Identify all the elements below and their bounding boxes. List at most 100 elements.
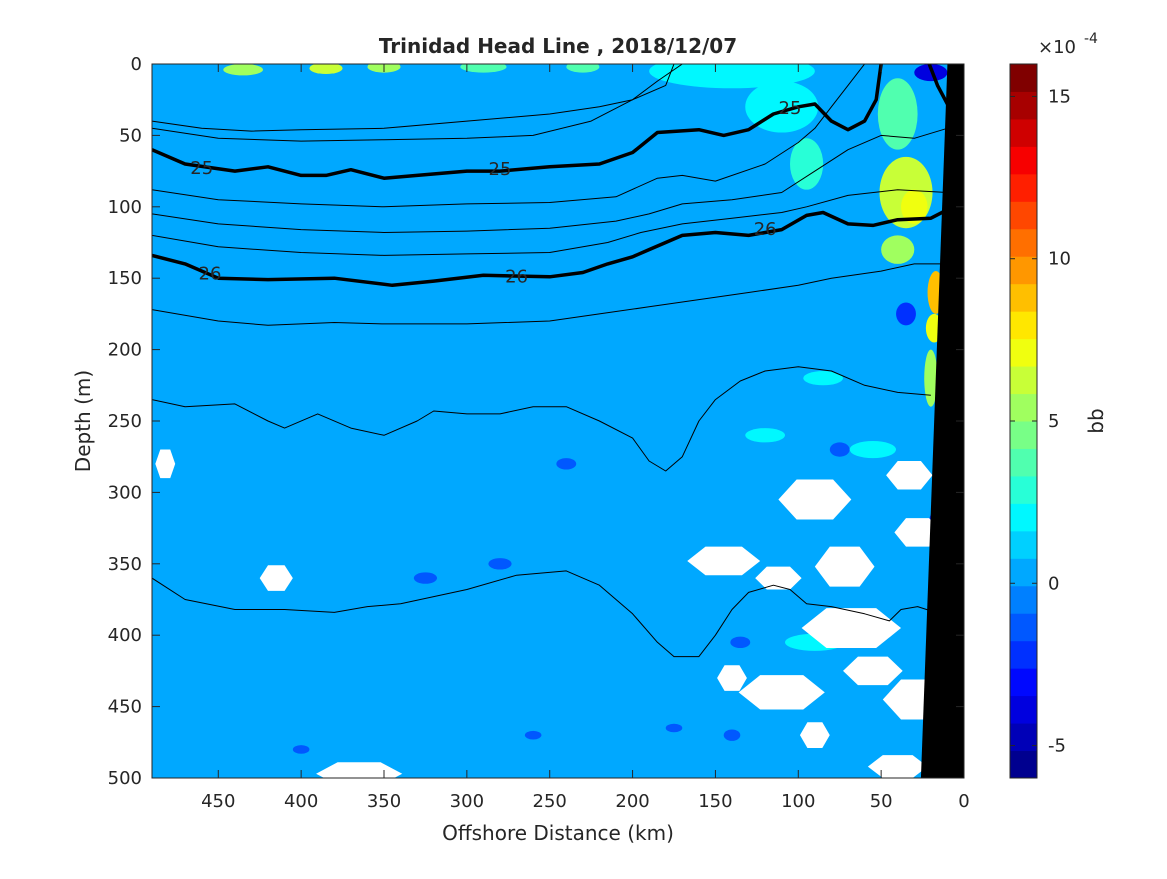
bb-value-patch: [730, 636, 751, 649]
colorbar-tick-label: 0: [1048, 573, 1059, 594]
colorbar-segment: [1010, 723, 1037, 752]
isopycnal-contour: [152, 127, 948, 233]
missing-data-patch: [867, 755, 928, 778]
x-axis: 450 400 350 300 250 200 150 100 50 0: [201, 64, 970, 812]
colorbar-segment: [1010, 201, 1037, 230]
y-axis: 0 50 100 150 200 250 300 350 400 450 500: [108, 54, 964, 789]
colorbar-segment: [1010, 283, 1037, 312]
missing-data-patch: [738, 675, 825, 710]
colorbar-segment: [1010, 228, 1037, 257]
missing-data-patch: [259, 565, 293, 591]
missing-data-patch: [687, 546, 761, 576]
x-tick-label: 450: [201, 791, 235, 812]
colorbar-segment: [1010, 173, 1037, 202]
colorbar-segment: [1010, 421, 1037, 449]
colorbar-segment: [1010, 146, 1037, 175]
isopycnal-contour-bold: [152, 64, 883, 180]
bb-value-patch: [901, 189, 928, 224]
y-tick-label: 350: [108, 554, 142, 575]
bb-value-patch: [413, 572, 438, 584]
y-tick-label: 450: [108, 697, 142, 718]
missing-data-patch: [814, 546, 875, 587]
y-tick-label: 0: [131, 54, 142, 75]
colorbar-exponent-power: -4: [1084, 31, 1098, 47]
bb-value-patch: [877, 78, 918, 150]
colorbar-segment: [1010, 640, 1037, 669]
colorbar-segment: [1010, 668, 1037, 697]
colorbar-segment: [1010, 613, 1037, 642]
x-tick-label: 200: [615, 791, 649, 812]
y-tick-label: 500: [108, 768, 142, 789]
bb-value-patch: [309, 64, 343, 74]
missing-data-patch: [778, 479, 852, 520]
contour-label: 26: [505, 266, 528, 287]
colorbar-segment: [1010, 393, 1037, 422]
colorbar-label: bb: [1084, 408, 1108, 433]
bb-value-patch: [924, 349, 938, 407]
isopycnal-contour: [152, 64, 675, 132]
colorbar-segment: [1010, 338, 1037, 367]
colorbar-tick-label: 10: [1048, 249, 1071, 270]
contour-label: 26: [754, 219, 777, 240]
bb-value-patch: [566, 64, 600, 73]
bb-value-patch: [524, 730, 542, 740]
colorbar-tick-label: 15: [1048, 86, 1071, 107]
missing-data-patch: [717, 665, 747, 691]
isopycnal-contour: [152, 189, 948, 256]
colorbar-exponent-base: ×10: [1038, 37, 1076, 58]
x-tick-label: 100: [781, 791, 815, 812]
colorbar-segment: [1010, 256, 1037, 285]
missing-data-patch: [755, 566, 802, 590]
missing-data-patch: [801, 608, 902, 649]
isopycnal-contour: [152, 570, 932, 658]
bb-value-patch: [881, 235, 915, 264]
chart-title: Trinidad Head Line , 2018/12/07: [379, 34, 737, 58]
x-tick-label: 300: [450, 791, 484, 812]
missing-data-patch: [894, 518, 941, 547]
x-axis-label: Offshore Distance (km): [442, 821, 674, 845]
y-tick-label: 50: [119, 125, 142, 146]
bb-value-patch: [723, 729, 741, 741]
contour-label: 25: [779, 98, 802, 119]
contour-label: 26: [199, 263, 222, 284]
y-tick-label: 150: [108, 268, 142, 289]
x-tick-label: 150: [698, 791, 732, 812]
colorbar-segment: [1010, 311, 1037, 340]
x-tick-label: 0: [958, 791, 969, 812]
colorbar-segment: [1010, 530, 1037, 559]
colorbar-segment: [1010, 585, 1037, 614]
isopycnal-contour: [152, 263, 948, 326]
isopycnal-contour: [152, 64, 865, 208]
colorbar-segment: [1010, 448, 1037, 477]
missing-data-patch: [886, 460, 933, 490]
y-tick-label: 250: [108, 411, 142, 432]
colorbar-segment: [1010, 366, 1037, 395]
colorbar-segment: [1010, 503, 1037, 532]
plot-area: 25 25 25 26 26 26: [152, 64, 964, 778]
colorbar-segment: [1010, 118, 1037, 147]
colorbar-segment: [1010, 750, 1037, 779]
bb-value-patch: [829, 442, 850, 457]
contour-label: 25: [190, 158, 213, 179]
bb-value-patch: [803, 371, 844, 386]
bb-value-patch: [556, 458, 577, 470]
colorbar-segment: [1010, 558, 1037, 587]
missing-data-patch: [155, 449, 176, 479]
x-tick-label: 350: [367, 791, 401, 812]
bb-value-patch: [745, 428, 786, 443]
colorbar: -5 0 5 10 15: [1009, 63, 1071, 779]
colorbar-tick-label: -5: [1048, 736, 1066, 757]
x-tick-label: 400: [284, 791, 318, 812]
colorbar-segment: [1010, 91, 1037, 120]
bb-value-patch: [223, 64, 264, 76]
bb-value-patch: [790, 138, 824, 190]
missing-data-patch: [799, 722, 830, 749]
seafloor-mask: [920, 64, 964, 778]
missing-data-patch: [843, 656, 903, 686]
colorbar-tick-label: 5: [1048, 411, 1059, 432]
field-background: [152, 64, 964, 778]
y-tick-label: 400: [108, 625, 142, 646]
y-tick-label: 300: [108, 482, 142, 503]
